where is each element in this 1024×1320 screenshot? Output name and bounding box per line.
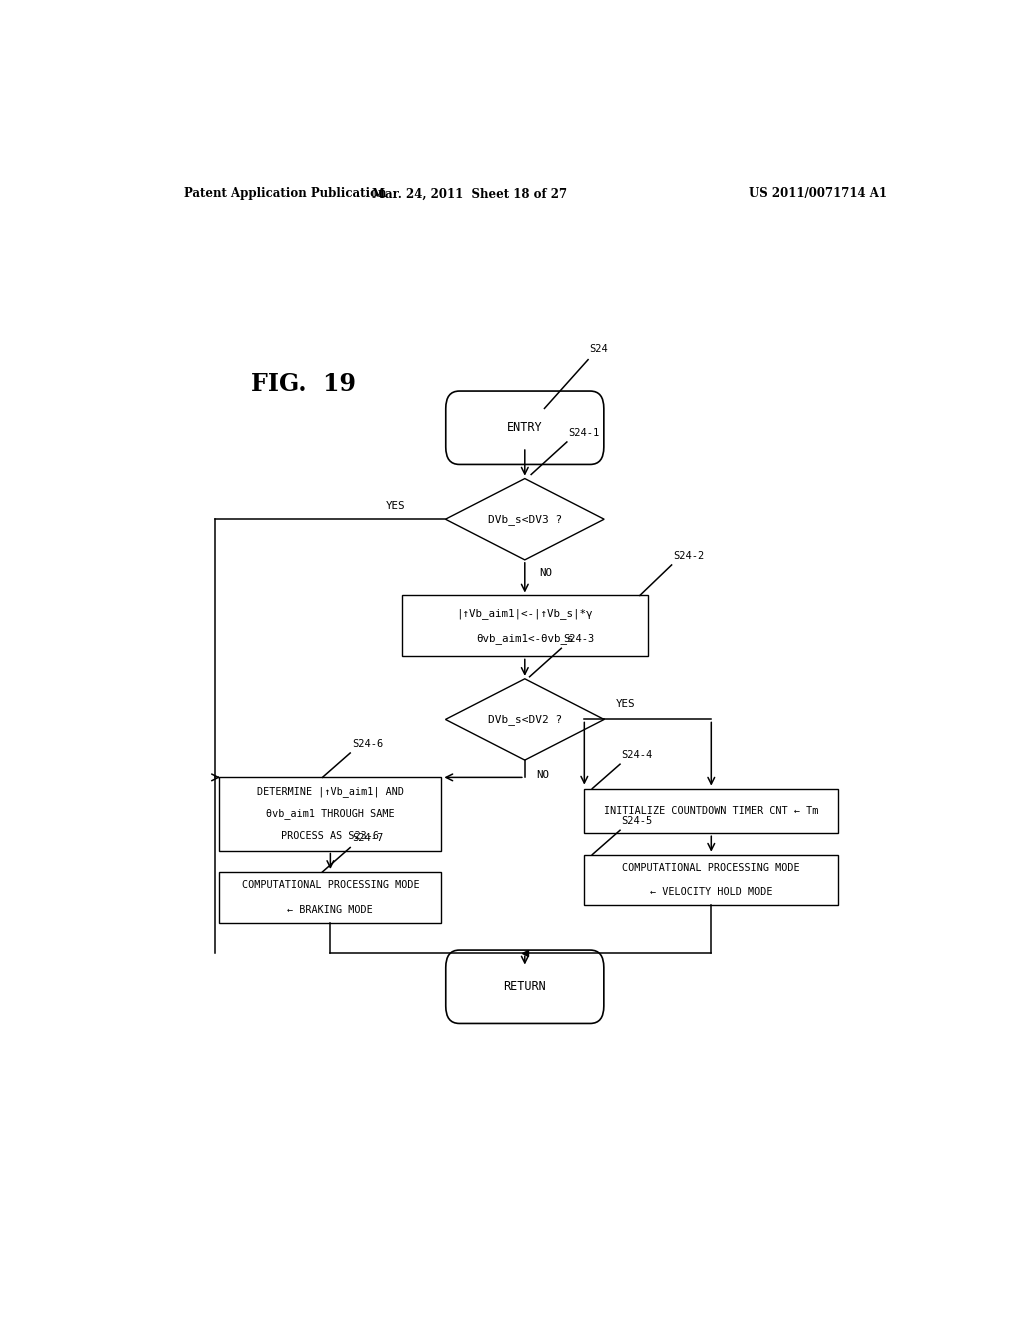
Bar [585, 788, 839, 833]
Text: NO: NO [537, 771, 550, 780]
Polygon shape [445, 678, 604, 760]
Bar [585, 854, 839, 906]
Text: S24-3: S24-3 [563, 634, 594, 644]
Text: YES: YES [386, 502, 406, 511]
Text: S24-1: S24-1 [568, 428, 600, 438]
Text: INITIALIZE COUNTDOWN TIMER CNT ← Tm: INITIALIZE COUNTDOWN TIMER CNT ← Tm [604, 807, 818, 816]
Text: S24-2: S24-2 [673, 550, 705, 561]
Text: ENTRY: ENTRY [507, 421, 543, 434]
Polygon shape [445, 479, 604, 560]
Text: S24-6: S24-6 [352, 739, 383, 748]
Bar [219, 873, 441, 923]
Text: DVb_s<DV3 ?: DVb_s<DV3 ? [487, 513, 562, 524]
Text: Patent Application Publication: Patent Application Publication [183, 187, 386, 201]
Text: S24: S24 [590, 343, 608, 354]
Bar [401, 595, 648, 656]
Text: ← BRAKING MODE: ← BRAKING MODE [288, 904, 373, 915]
Text: YES: YES [616, 700, 636, 709]
Bar [219, 777, 441, 850]
Text: FIG.  19: FIG. 19 [251, 372, 356, 396]
Text: S24-7: S24-7 [352, 833, 383, 843]
Text: COMPUTATIONAL PROCESSING MODE: COMPUTATIONAL PROCESSING MODE [623, 863, 800, 873]
Text: S24-5: S24-5 [622, 816, 653, 826]
Text: Mar. 24, 2011  Sheet 18 of 27: Mar. 24, 2011 Sheet 18 of 27 [372, 187, 567, 201]
Text: DETERMINE |↑Vb_aim1| AND: DETERMINE |↑Vb_aim1| AND [257, 787, 403, 797]
Text: PROCESS AS S23-6: PROCESS AS S23-6 [282, 832, 379, 841]
Text: |↑Vb_aim1|<-|↑Vb_s|*γ: |↑Vb_aim1|<-|↑Vb_s|*γ [457, 609, 593, 619]
Text: θvb_aim1<-θvb_s: θvb_aim1<-θvb_s [476, 632, 573, 644]
Text: ← VELOCITY HOLD MODE: ← VELOCITY HOLD MODE [650, 887, 772, 898]
Text: S24-4: S24-4 [622, 750, 653, 760]
FancyBboxPatch shape [445, 950, 604, 1023]
Text: NO: NO [539, 568, 552, 578]
FancyBboxPatch shape [445, 391, 604, 465]
Text: RETURN: RETURN [504, 981, 546, 993]
Text: US 2011/0071714 A1: US 2011/0071714 A1 [750, 187, 888, 201]
Text: COMPUTATIONAL PROCESSING MODE: COMPUTATIONAL PROCESSING MODE [242, 880, 419, 890]
Text: DVb_s<DV2 ?: DVb_s<DV2 ? [487, 714, 562, 725]
Text: θvb_aim1 THROUGH SAME: θvb_aim1 THROUGH SAME [266, 809, 394, 820]
